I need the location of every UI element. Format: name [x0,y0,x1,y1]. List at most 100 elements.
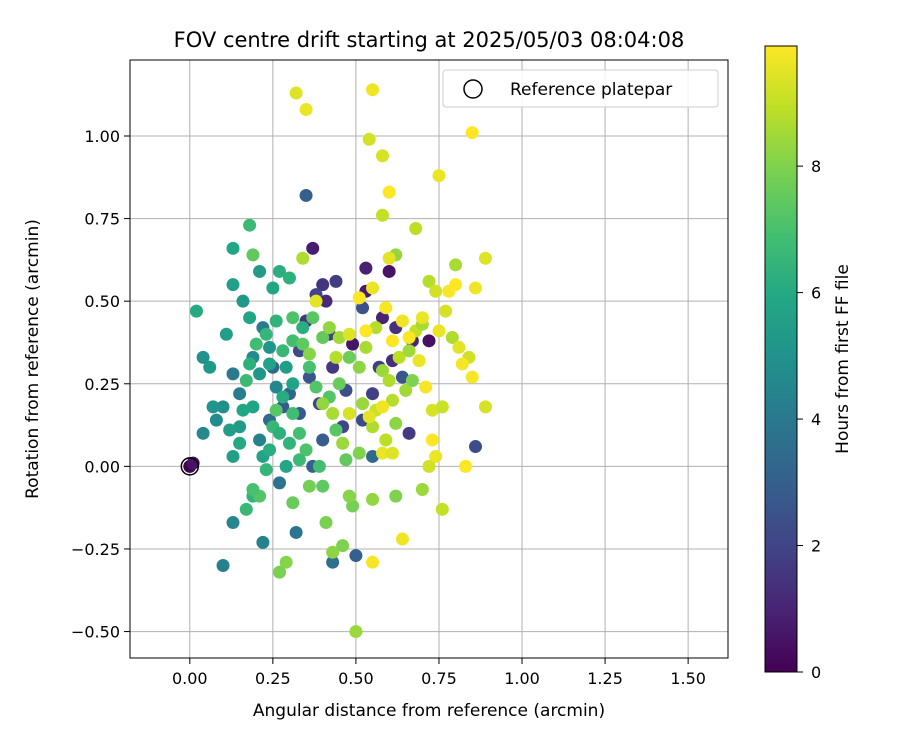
scatter-point [435,502,449,516]
scatter-point [286,496,300,510]
colorbar-gradient [764,45,798,673]
scatter-point [296,337,310,351]
scatter-point [425,433,439,447]
scatter-point [239,373,253,387]
scatter-point [266,281,280,295]
scatter-point [336,436,350,450]
scatter-point [296,251,310,265]
scatter-point [379,301,393,315]
y-tick-label: 0.75 [84,210,120,229]
scatter-point [256,535,270,549]
scatter-point [219,327,233,341]
scatter-point [223,423,237,437]
scatter-point [309,294,323,308]
scatter-point [319,294,333,308]
scatter-point [236,403,250,417]
scatter-point [259,327,273,341]
scatter-point [273,426,286,440]
colorbar-ticks: 0 2 4 6 8 [797,157,821,682]
y-tick-label: −0.50 [71,623,120,642]
scatter-point [375,400,389,414]
scatter-point [286,334,300,348]
scatter-point [226,449,240,463]
scatter-point [422,459,436,473]
scatter-point [352,360,366,374]
scatter-point [439,304,453,318]
scatter-point [329,274,343,288]
colorbar-label: Hours from first FF file [833,264,853,454]
scatter-point [366,449,380,463]
scatter-point [263,443,277,457]
scatter-point [395,532,409,546]
scatter-point [359,324,373,338]
scatter-point [243,357,257,371]
colorbar-tick-label: 8 [811,157,821,176]
scatter-point [273,264,286,278]
scatter-point [296,321,310,335]
x-tick-label: 1.25 [587,669,623,688]
scatter-point [302,370,316,384]
scatter-point [249,337,263,351]
scatter-point [469,281,483,295]
scatter-point [382,251,396,265]
scatter-point [236,294,250,308]
scatter-point [356,397,370,411]
scatter-point [259,463,273,477]
scatter-point [292,426,306,440]
scatter-point [226,278,240,292]
scatter-point [382,373,396,387]
scatter-point [309,380,323,394]
scatter-point [269,380,283,394]
scatter-point [299,103,313,117]
scatter-point [422,334,436,348]
scatter-point [319,516,333,530]
scatter-point [395,314,409,328]
x-tick-label: 0.75 [421,669,457,688]
scatter-point [279,360,293,374]
scatter-point [399,383,413,397]
scatter-point [342,327,356,341]
scatter-point [279,555,293,569]
legend-box [442,69,719,108]
scatter-point [326,407,340,421]
scatter-point [226,241,240,255]
scatter-point [366,83,380,97]
scatter-point [362,410,376,424]
scatter-point [289,525,303,539]
scatter-point [269,403,283,417]
scatter-point [342,407,356,421]
reference-platepar-marker [180,457,200,476]
scatter-point [359,261,373,275]
scatter-point [366,555,380,569]
scatter-point [279,459,293,473]
scatter-point [233,387,247,401]
scatter-point [289,86,303,100]
x-tick-label: 1.50 [670,669,706,688]
scatter-point [352,291,366,305]
scatter-point [216,558,230,572]
y-tick-label: 0.50 [84,292,120,311]
scatter-point [316,397,330,411]
scatter-point [196,350,210,364]
scatter-point [369,321,383,335]
colorbar: 0 2 4 6 8 Hours from first FF file [764,45,853,682]
scatter-point [342,350,356,364]
scatter-point [332,377,346,391]
scatter-point [316,433,330,447]
scatter-point [286,407,300,421]
scatter-point [286,311,300,325]
scatter-point [415,483,429,497]
scatter-point [226,367,240,381]
x-axis-label: Angular distance from reference (arcmin) [253,701,605,721]
scatter-point [253,433,267,447]
scatter-point [243,311,257,325]
scatter-point [246,400,260,414]
scatter-point [429,284,443,298]
scatter-point [186,456,200,470]
scatter-point [246,483,260,497]
legend-label: Reference platepar [510,80,672,100]
colorbar-tick-label: 2 [811,537,821,556]
scatter-point [332,331,346,345]
scatter-point [375,208,389,222]
scatter-point [209,413,223,427]
